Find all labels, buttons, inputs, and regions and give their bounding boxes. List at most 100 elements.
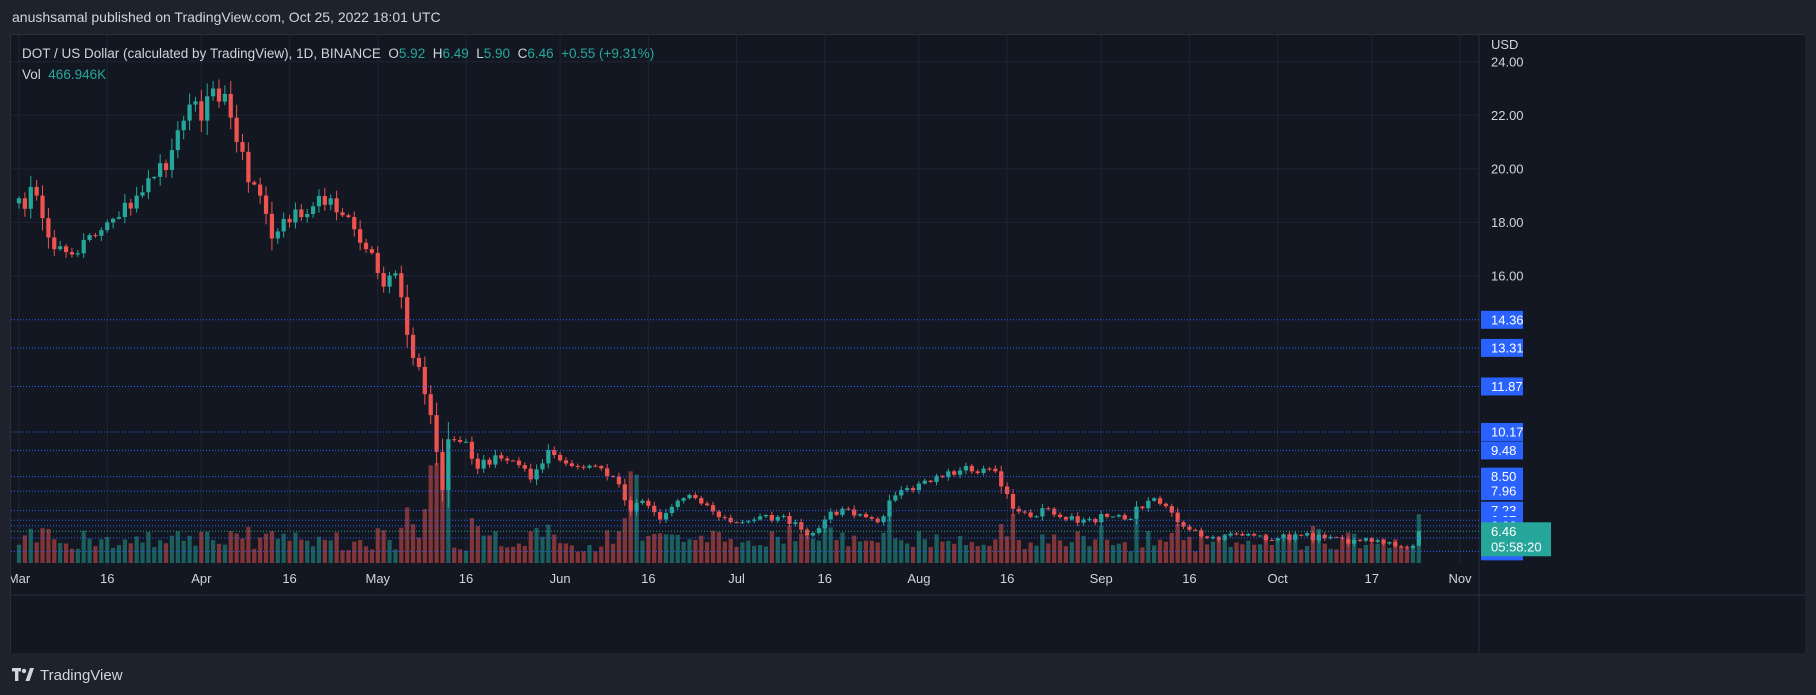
x-tick-label: 17: [1365, 571, 1379, 586]
volume-bar: [869, 540, 874, 563]
candle-body: [1175, 512, 1180, 523]
candle-body: [463, 441, 469, 443]
candle-body: [1293, 534, 1298, 540]
candle-body: [705, 503, 710, 506]
volume-bar: [1099, 526, 1104, 563]
candle-body: [616, 476, 622, 485]
candle-body: [605, 468, 610, 476]
price-chart[interactable]: Mar 16 Apr 16 May 16 Jun 16 Jul 16 Aug 16 Sep 16 Oct 17…: [11, 35, 1805, 653]
x-tick-label: 16: [1000, 571, 1014, 586]
candle-body: [158, 163, 163, 177]
volume-bar: [1028, 542, 1033, 563]
candle-body: [1169, 506, 1174, 513]
last-price-badge[interactable]: [1481, 522, 1551, 557]
volume-bar: [93, 546, 98, 563]
volume-bar: [628, 471, 633, 563]
price-level-badge[interactable]: [1481, 338, 1523, 357]
price-level-label: 14.36: [1491, 312, 1524, 327]
volume-bar: [487, 535, 492, 563]
volume-bar: [181, 540, 186, 563]
candle-body: [358, 229, 363, 243]
candle-body: [905, 488, 910, 490]
volume-bar: [1134, 519, 1139, 563]
candle-body: [834, 511, 839, 515]
candle-body: [1375, 540, 1380, 542]
candle-body: [169, 150, 175, 170]
volume-bar: [305, 540, 310, 563]
candle-body: [1057, 514, 1063, 517]
price-level-badge[interactable]: [1481, 467, 1523, 486]
candle-body: [669, 506, 674, 514]
candle-body: [305, 213, 310, 218]
volume-bar: [187, 535, 192, 563]
candle-body: [228, 93, 233, 118]
price-level-label: 9.48: [1491, 443, 1516, 458]
candle-body: [352, 217, 357, 230]
candle-body: [875, 518, 880, 523]
candle-body: [493, 455, 498, 465]
volume-bar: [1404, 548, 1410, 563]
candle-body: [581, 466, 586, 468]
candle-body: [981, 468, 986, 474]
legend-high-value: 6.49: [442, 46, 469, 61]
volume-bar: [1363, 544, 1369, 563]
candle-body: [405, 297, 410, 335]
volume-bar: [887, 513, 892, 563]
price-level-badge[interactable]: [1481, 377, 1523, 396]
candle-body: [716, 511, 722, 518]
candle-body: [1369, 538, 1374, 542]
volume-bar: [1016, 540, 1021, 563]
volume-bar: [999, 523, 1004, 563]
volume-bar: [505, 547, 510, 563]
x-tick-label: Oct: [1268, 571, 1289, 586]
candle-body: [63, 246, 69, 253]
volume-bar: [410, 524, 416, 563]
volume-bar: [434, 463, 439, 563]
volume-bar: [16, 544, 22, 563]
volume-bar: [334, 532, 339, 563]
volume-bar: [1234, 542, 1239, 563]
candle-body: [746, 521, 751, 523]
chart-frame[interactable]: Mar 16 Apr 16 May 16 Jun 16 Jul 16 Aug 16 Sep 16 Oct 17…: [10, 34, 1805, 653]
candle-body: [316, 196, 322, 207]
price-level-badge[interactable]: [1481, 482, 1523, 501]
price-level-label: 13.31: [1491, 340, 1524, 355]
candle-body: [75, 253, 80, 255]
x-tick-label: Aug: [907, 571, 930, 586]
candle-body: [575, 465, 580, 467]
legend-close-label: C: [517, 46, 528, 61]
candle-body: [916, 483, 922, 491]
volume-bar: [1010, 514, 1016, 563]
volume-bar: [610, 543, 616, 563]
candle-body: [1387, 542, 1392, 544]
candle-body: [1140, 506, 1145, 509]
volume-bar: [1169, 532, 1174, 563]
candle-body: [199, 101, 204, 121]
volume-bar: [1075, 531, 1080, 563]
legend-vol-label[interactable]: Vol: [22, 67, 41, 82]
candle-body: [1275, 538, 1280, 541]
volume-bar: [1152, 545, 1157, 563]
price-level-badge[interactable]: [1481, 441, 1523, 460]
candle-body: [1269, 539, 1274, 541]
candle-body: [275, 231, 280, 239]
candle-body: [687, 494, 692, 499]
x-tick-label: Mar: [11, 571, 31, 586]
candle-body: [246, 151, 251, 183]
price-level-badge[interactable]: [1481, 310, 1523, 329]
price-level-badge[interactable]: [1481, 422, 1523, 441]
volume-bar: [1057, 540, 1063, 563]
volume-bar: [893, 538, 898, 563]
candle-body: [1204, 536, 1210, 539]
volume-bar: [1187, 536, 1192, 563]
candle-body: [263, 195, 269, 214]
last-price-label: 6.46: [1491, 524, 1516, 539]
footer-brand[interactable]: TradingView: [12, 664, 123, 686]
legend-high-label: H: [432, 46, 443, 61]
volume-bar: [1410, 546, 1416, 563]
candle-body: [1116, 515, 1121, 517]
candle-body: [87, 235, 92, 240]
candle-body: [34, 186, 39, 196]
legend-symbol[interactable]: DOT / US Dollar (calculated by TradingVi…: [22, 46, 381, 61]
volume-bar: [528, 531, 533, 563]
